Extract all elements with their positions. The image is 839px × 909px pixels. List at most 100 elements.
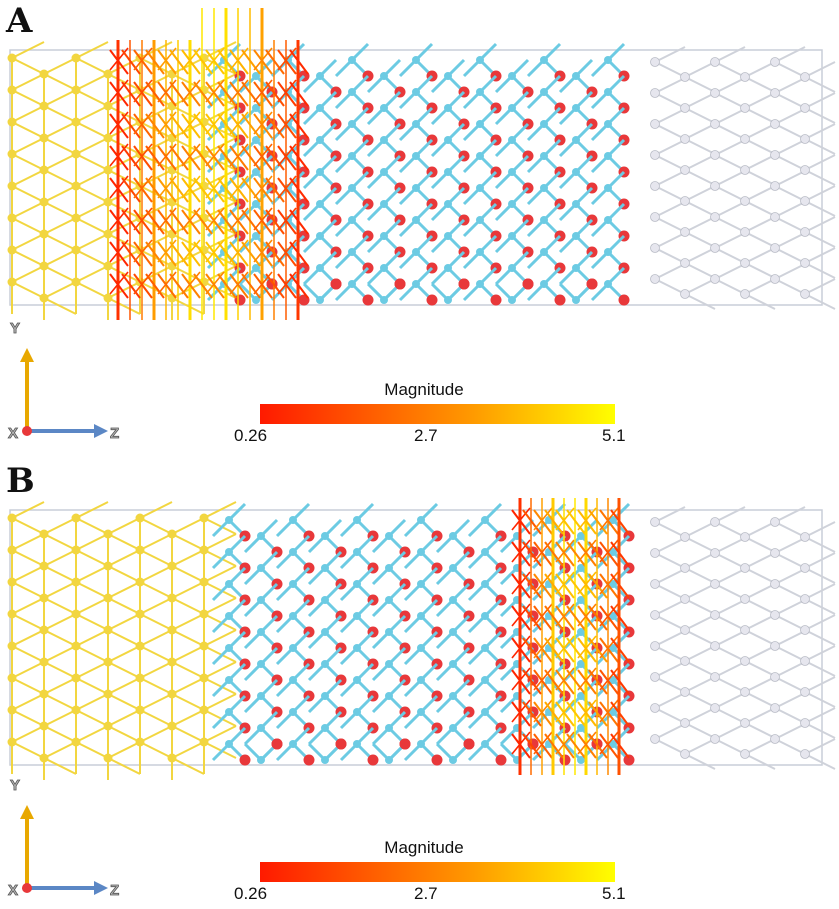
oxide-cation — [572, 232, 580, 240]
displacement-vector — [253, 271, 273, 295]
displacement-vector — [533, 571, 553, 595]
metal-bond — [43, 281, 77, 299]
metal-atom — [7, 545, 17, 555]
oxide-cation — [572, 168, 580, 176]
displacement-vector — [121, 49, 141, 75]
metal-atom — [650, 579, 660, 589]
metal-atom — [103, 593, 113, 603]
displacement-vector — [157, 143, 177, 167]
metal-bond — [774, 247, 806, 264]
metal-bond — [774, 185, 806, 202]
metal-atom — [680, 134, 690, 144]
metal-bond — [744, 169, 776, 186]
displacement-vector — [229, 209, 249, 235]
metal-bond — [654, 723, 686, 740]
metal-atom — [710, 703, 720, 713]
oxide-cation — [289, 708, 297, 716]
metal-atom — [103, 197, 113, 207]
displacement-vector — [109, 239, 129, 263]
oxide-cation — [604, 88, 612, 96]
displacement-vector — [511, 603, 531, 627]
metal-atom — [103, 657, 113, 667]
oxide-cation — [385, 724, 393, 732]
metal-atom — [770, 610, 780, 620]
metal-atom — [7, 149, 17, 159]
metal-atom — [680, 227, 690, 237]
metal-bond — [774, 707, 806, 724]
metal-bond — [11, 41, 45, 59]
metal-bond — [75, 137, 109, 155]
metal-bond — [75, 741, 109, 759]
oxide-cation — [572, 264, 580, 272]
displacement-vector — [599, 603, 619, 627]
oxide-cation — [353, 740, 361, 748]
x-axis-dot — [22, 426, 32, 436]
metal-atom — [71, 149, 81, 159]
displacement-vector — [109, 177, 129, 203]
displacement-vector — [577, 731, 597, 755]
oxide-cation — [252, 168, 260, 176]
oxide-cation — [476, 280, 484, 288]
metal-bond — [804, 707, 836, 724]
displacement-vector — [229, 239, 249, 263]
oxide-cation — [289, 548, 297, 556]
displacement-vector — [205, 209, 225, 235]
metal-atom — [650, 212, 660, 222]
metal-bond — [684, 138, 716, 155]
displacement-vector — [253, 177, 273, 203]
oxide-cation — [444, 104, 452, 112]
metal-atom — [770, 181, 780, 191]
displacement-vector — [229, 241, 249, 267]
displacement-vector — [157, 241, 177, 267]
metal-bond — [43, 677, 77, 695]
oxide-anion — [554, 294, 566, 306]
metal-bond — [714, 201, 746, 218]
metal-bond — [654, 92, 686, 109]
metal-atom — [71, 545, 81, 555]
metal-bond — [75, 517, 109, 535]
metal-bond — [654, 599, 686, 616]
metal-atom — [39, 625, 49, 635]
oxide-cation — [348, 280, 356, 288]
displacement-vector — [253, 207, 273, 231]
oxide-cation — [609, 548, 617, 556]
displacement-vector — [277, 79, 297, 103]
metal-bond — [11, 233, 45, 251]
metal-bond — [684, 614, 716, 631]
oxide-cation — [577, 724, 585, 732]
metal-atom — [135, 545, 145, 555]
metal-atom — [680, 718, 690, 728]
oxide-cation — [417, 612, 425, 620]
colorbar-max-label: 5.1 — [602, 884, 626, 903]
displacement-vector — [109, 47, 129, 71]
metal-bond — [684, 278, 716, 295]
metal-bond — [43, 153, 77, 171]
displacement-vector — [511, 667, 531, 691]
displacement-vector — [229, 49, 249, 75]
displacement-vector — [157, 113, 177, 139]
displacement-vector — [181, 175, 201, 199]
metal-atom — [650, 610, 660, 620]
metal-bond — [139, 501, 173, 519]
metal-bond — [11, 549, 45, 567]
metal-bond — [107, 105, 141, 123]
displacement-vector — [577, 701, 597, 727]
displacement-vector — [121, 241, 141, 267]
displacement-vector — [181, 177, 201, 203]
metal-bond — [75, 677, 109, 695]
x-axis-label: X — [8, 425, 18, 442]
metal-bond — [107, 185, 141, 203]
metal-bond — [43, 185, 77, 203]
metal-atom — [103, 689, 113, 699]
displacement-vector — [277, 177, 297, 203]
metal-bond — [714, 630, 746, 647]
colorbar-a: Magnitude 0.26 2.7 5.1 — [234, 380, 626, 445]
metal-atom — [680, 532, 690, 542]
metal-bond — [774, 723, 806, 740]
metal-atom — [39, 293, 49, 303]
metal-bond — [139, 645, 173, 663]
oxide-anion — [234, 294, 246, 306]
displacement-vector — [533, 699, 553, 723]
displacement-vector — [109, 143, 129, 167]
metal-atom — [770, 243, 780, 253]
